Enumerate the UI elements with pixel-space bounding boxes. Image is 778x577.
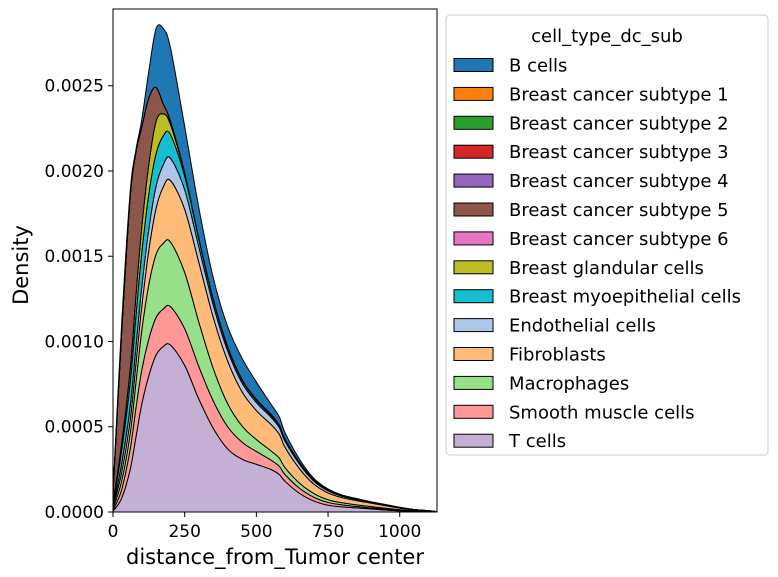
legend-label-breast-cancer-subtype-1: Breast cancer subtype 1: [509, 84, 729, 105]
y-axis-label: Density: [9, 225, 33, 305]
legend-label-breast-cancer-subtype-4: Breast cancer subtype 4: [509, 171, 729, 192]
legend-swatch-breast-glandular-cells: [453, 260, 494, 275]
legend-swatch-fibroblasts: [453, 347, 494, 361]
legend-swatch-breast-cancer-subtype-6: [453, 231, 494, 246]
legend-label-breast-cancer-subtype-2: Breast cancer subtype 2: [509, 113, 729, 134]
x-tick-label: 0: [108, 522, 119, 542]
legend-swatch-breast-cancer-subtype-5: [453, 202, 494, 217]
x-axis-label: distance_from_Tumor center: [126, 545, 424, 570]
legend-items: B cells Breast cancer subtype 1 Breast can…: [453, 56, 741, 452]
x-tick-label: 250: [168, 522, 200, 542]
legend-label-smooth-muscle-cells: Smooth muscle cells: [509, 402, 695, 423]
legend-frame: [445, 14, 769, 456]
legend-swatch-breast-cancer-subtype-3: [453, 144, 494, 159]
legend-swatch-smooth-muscle-cells: [453, 404, 494, 419]
y-tick-label: 0.0020: [45, 162, 104, 182]
y-tick-label: 0.0025: [45, 77, 104, 97]
legend-swatch-macrophages: [453, 375, 494, 390]
x-tick-label: 1000: [378, 522, 421, 542]
legend-label-breast-glandular-cells: Breast glandular cells: [509, 258, 704, 279]
area-layers: [112, 24, 438, 513]
y-tick-label: 0.0015: [45, 247, 104, 267]
legend-swatch-breast-cancer-subtype-1: [453, 86, 494, 101]
legend: cell_type_dc_sub B cells Breast cancer su…: [445, 14, 769, 456]
legend-swatch-t-cells: [453, 433, 494, 448]
legend-label-breast-cancer-subtype-3: Breast cancer subtype 3: [509, 142, 729, 163]
x-tick-label: 500: [240, 522, 272, 542]
legend-label-fibroblasts: Fibroblasts: [509, 345, 606, 366]
legend-swatch-endothelial-cells: [453, 318, 494, 333]
legend-swatch-breast-cancer-subtype-4: [453, 173, 494, 188]
y-tick-label: 0.0010: [45, 332, 104, 352]
legend-swatch-breast-cancer-subtype-2: [453, 115, 494, 130]
legend-label-breast-cancer-subtype-5: Breast cancer subtype 5: [509, 200, 729, 221]
x-axis-ticks: 0 250 500 750 1000: [108, 512, 421, 542]
x-tick-label: 750: [312, 522, 344, 542]
legend-label-breast-myoepithelial-cells: Breast myoepithelial cells: [509, 287, 741, 308]
plot-frame: [112, 8, 438, 513]
legend-label-macrophages: Macrophages: [509, 373, 629, 394]
legend-label-breast-cancer-subtype-6: Breast cancer subtype 6: [509, 229, 729, 250]
legend-label-endothelial-cells: Endothelial cells: [509, 316, 656, 337]
legend-swatch-breast-myoepithelial-cells: [453, 289, 494, 304]
y-axis-ticks: 0.0000 0.0005 0.0010 0.0015 0.0020 0.0025: [45, 77, 113, 523]
legend-title: cell_type_dc_sub: [531, 26, 683, 47]
legend-label-b-cells: B cells: [509, 56, 567, 77]
legend-swatch-b-cells: [453, 58, 494, 72]
y-tick-label: 0.0005: [45, 418, 104, 438]
legend-label-t-cells: T cells: [508, 431, 566, 452]
y-tick-label: 0.0000: [45, 503, 104, 523]
